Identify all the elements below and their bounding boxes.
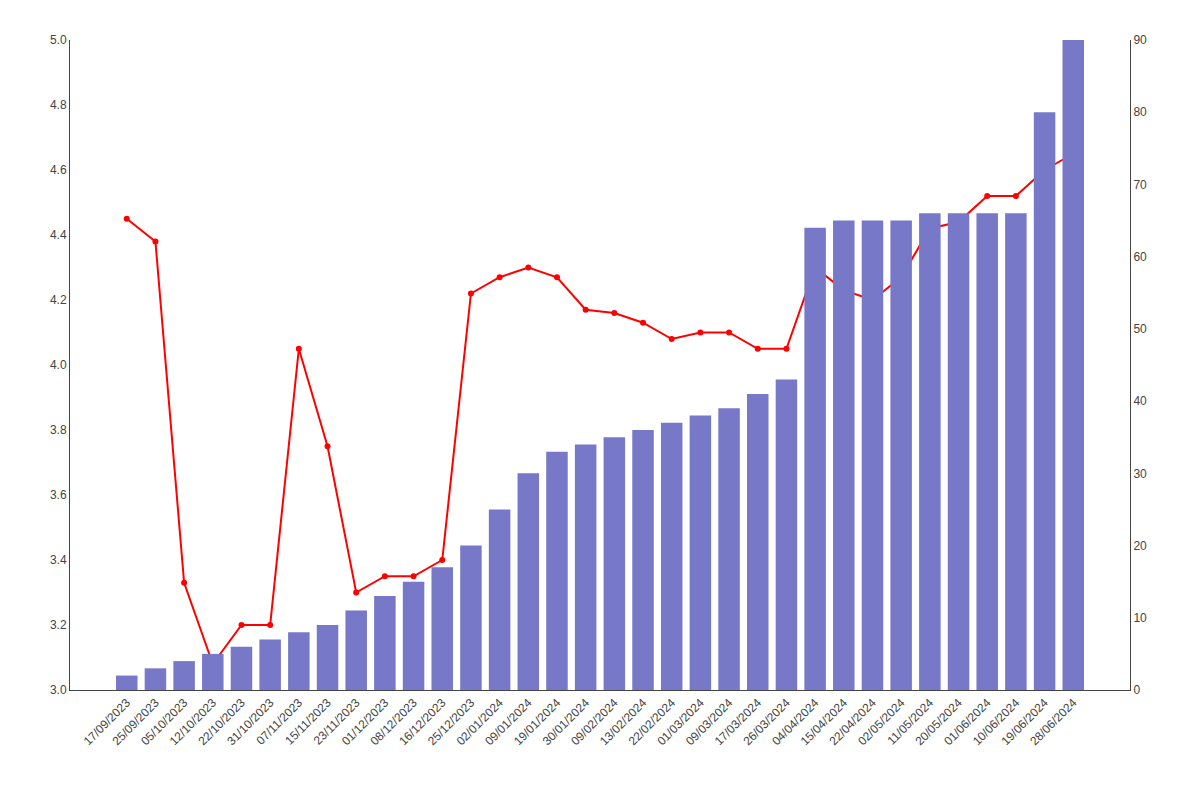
svg-text:11/05/2024: 11/05/2024 [884, 696, 936, 748]
svg-text:3.6: 3.6 [50, 488, 67, 502]
svg-text:3.2: 3.2 [50, 618, 67, 632]
svg-text:08/12/2023: 08/12/2023 [368, 696, 421, 749]
svg-text:25/12/2023: 25/12/2023 [425, 696, 478, 749]
svg-text:22/04/2024: 22/04/2024 [826, 696, 879, 749]
svg-text:3.8: 3.8 [50, 423, 67, 437]
svg-text:40: 40 [1133, 394, 1147, 408]
svg-text:16/12/2023: 16/12/2023 [396, 696, 449, 749]
svg-text:4.6: 4.6 [50, 163, 67, 177]
svg-text:07/11/2023: 07/11/2023 [253, 696, 305, 748]
svg-text:10/06/2024: 10/06/2024 [970, 696, 1023, 749]
svg-text:12/10/2023: 12/10/2023 [167, 696, 220, 749]
svg-text:26/03/2024: 26/03/2024 [740, 696, 793, 749]
svg-text:20: 20 [1133, 539, 1147, 553]
svg-text:15/11/2023: 15/11/2023 [282, 696, 334, 748]
svg-text:0: 0 [1133, 683, 1140, 697]
svg-text:70: 70 [1133, 178, 1147, 192]
svg-text:30: 30 [1133, 467, 1147, 481]
svg-text:09/01/2024: 09/01/2024 [482, 696, 535, 749]
svg-text:17/03/2024: 17/03/2024 [712, 696, 765, 749]
svg-text:09/03/2024: 09/03/2024 [683, 696, 736, 749]
svg-text:19/06/2024: 19/06/2024 [999, 696, 1052, 749]
svg-text:80: 80 [1133, 105, 1147, 119]
svg-text:04/04/2024: 04/04/2024 [769, 696, 822, 749]
svg-text:25/09/2023: 25/09/2023 [109, 696, 162, 749]
svg-text:30/01/2024: 30/01/2024 [540, 696, 593, 749]
svg-text:01/06/2024: 01/06/2024 [941, 696, 994, 749]
svg-text:3.0: 3.0 [50, 683, 67, 697]
svg-text:60: 60 [1133, 250, 1147, 264]
svg-text:01/03/2024: 01/03/2024 [654, 696, 707, 749]
svg-text:28/06/2024: 28/06/2024 [1027, 696, 1080, 749]
svg-text:4.0: 4.0 [50, 358, 67, 372]
svg-text:31/10/2023: 31/10/2023 [224, 696, 277, 749]
svg-text:19/01/2024: 19/01/2024 [511, 696, 564, 749]
svg-text:90: 90 [1133, 33, 1147, 47]
svg-text:13/02/2024: 13/02/2024 [597, 696, 650, 749]
svg-text:10: 10 [1133, 611, 1147, 625]
svg-text:02/05/2024: 02/05/2024 [855, 696, 908, 749]
svg-text:01/12/2023: 01/12/2023 [339, 696, 392, 749]
svg-text:22/02/2024: 22/02/2024 [626, 696, 679, 749]
svg-text:23/11/2023: 23/11/2023 [311, 696, 363, 748]
svg-text:09/02/2024: 09/02/2024 [568, 696, 621, 749]
svg-text:3.4: 3.4 [50, 553, 67, 567]
svg-text:4.4: 4.4 [50, 228, 67, 242]
svg-text:05/10/2023: 05/10/2023 [138, 696, 191, 749]
svg-text:5.0: 5.0 [50, 33, 67, 47]
svg-text:4.8: 4.8 [50, 98, 67, 112]
svg-text:17/09/2023: 17/09/2023 [81, 696, 134, 749]
svg-text:02/01/2024: 02/01/2024 [454, 696, 507, 749]
svg-text:15/04/2024: 15/04/2024 [798, 696, 851, 749]
svg-text:22/10/2023: 22/10/2023 [195, 696, 248, 749]
svg-text:20/05/2024: 20/05/2024 [913, 696, 966, 749]
svg-text:4.2: 4.2 [50, 293, 67, 307]
svg-text:50: 50 [1133, 322, 1147, 336]
